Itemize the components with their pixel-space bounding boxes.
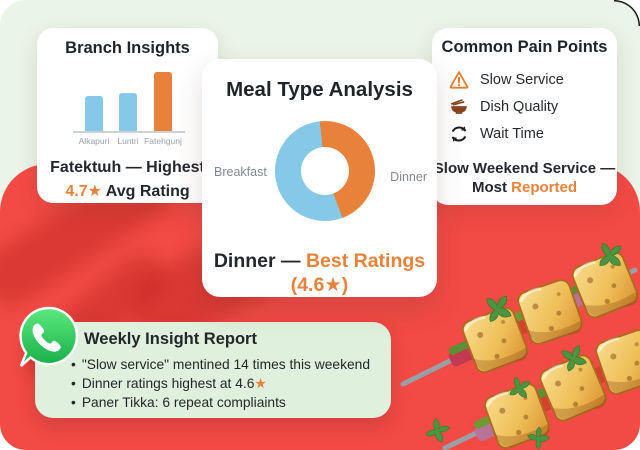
pain-label: Wait Time — [480, 126, 544, 142]
donut-hole — [301, 147, 349, 195]
branch-rating-value: 4.7★ — [65, 183, 102, 200]
pain-card-title: Common Pain Points — [441, 38, 608, 56]
report-bullet: • Dinner ratings highest at 4.6★ — [71, 374, 370, 393]
branch-card-title: Branch Insights — [65, 39, 190, 57]
branch-insights-card: Branch Insights Alkapuri Luntri Fatehgun… — [37, 28, 218, 203]
bar-alkapuri — [85, 96, 103, 131]
x-axis-line — [73, 131, 185, 133]
donut-label-dinner: Dinner — [390, 170, 427, 184]
bar-label: Luntri — [117, 136, 139, 146]
warning-icon — [449, 71, 469, 89]
paneer-tikka-illustration — [400, 240, 640, 450]
bar-luntri — [119, 93, 137, 131]
bar-fatehgunj — [154, 72, 172, 131]
meal-summary-prefix: Dinner — — [213, 250, 306, 272]
refresh-icon — [451, 126, 467, 142]
pain-summary-highlight: Reported — [511, 179, 577, 196]
bullet-text: "Slow service" mentined 14 times this we… — [81, 357, 371, 372]
bullet-dot: • — [71, 357, 76, 372]
pain-summary-line1: Slow Weekend Service — — [433, 160, 616, 177]
corner-artifact — [614, 0, 640, 26]
bullet-text: Paner Tikka: 6 repeat compliaints — [81, 395, 286, 410]
bullet-text: Dinner ratings highest at 4.6 — [81, 376, 255, 391]
pain-row-slow-service: Slow Service — [448, 68, 564, 92]
pain-label: Dish Quality — [480, 99, 559, 115]
pain-summary-prefix: Most — [471, 179, 512, 196]
weekly-insight-report-card: Weekly Insight Report • "Slow service" me… — [35, 322, 391, 418]
branch-summary-line1: Fatektɯh — Highest — [50, 159, 205, 176]
meal-card-title: Meal Type Analysis — [226, 78, 413, 101]
bowl-icon — [450, 99, 467, 114]
report-title: Weekly Insight Report — [84, 330, 257, 348]
bullet-star: ★ — [254, 376, 267, 391]
bar-label: Alkapuri — [78, 136, 110, 146]
report-bullet: • "Slow service" mentined 14 times this w… — [71, 355, 370, 374]
pain-row-wait-time: Wait Time — [448, 122, 544, 146]
branch-rating-suffix: Avg Rating — [101, 183, 190, 200]
whatsapp-icon — [19, 306, 79, 367]
meal-summary: Dinner — Best Ratings (4.6★) — [202, 250, 437, 297]
bullet-dot: • — [71, 376, 76, 391]
common-pain-points-card: Common Pain Points Slow Service Dish Qua… — [432, 28, 617, 205]
pain-row-dish-quality: Dish Quality — [448, 95, 558, 119]
meal-type-analysis-card: Meal Type Analysis Breakfast Dinner Dinn… — [202, 59, 437, 297]
report-bullet: • Paner Tikka: 6 repeat compliaints — [71, 393, 370, 412]
pain-label: Slow Service — [480, 72, 564, 88]
donut-chart — [275, 121, 375, 221]
meal-summary-highlight: Best Ratings (4.6★) — [290, 250, 426, 296]
branch-summary-line2: 4.7★ Avg Rating — [37, 181, 218, 201]
report-bullet-list: • "Slow service" mentined 14 times this w… — [71, 355, 370, 412]
bar-label: Fatehgunj — [144, 136, 182, 146]
pain-summary-line2: Most Reported — [432, 179, 617, 196]
donut-label-breakfast: Breakfast — [214, 165, 267, 179]
bullet-dot: • — [71, 395, 76, 410]
